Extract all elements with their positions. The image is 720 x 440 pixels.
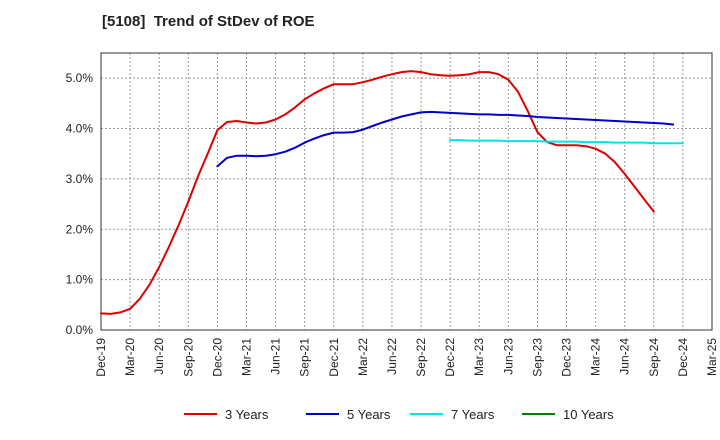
x-tick-label: Dec-20 [210, 338, 224, 377]
legend-label-2: 5 Years [347, 407, 391, 422]
axis-layer: Dec-19 Mar-20 Jun-20 Sep-20 Dec-20 Mar-21 Jun-… [66, 52, 719, 377]
x-tick-label: Sep-24 [647, 338, 661, 377]
x-tick-label: Mar-25 [705, 338, 719, 376]
y-tick-label: 2.0% [66, 222, 94, 236]
x-tick-label: Mar-20 [123, 338, 137, 376]
x-tick-label: Dec-23 [560, 338, 574, 377]
x-tick-label: Sep-21 [298, 338, 312, 377]
x-tick-label: Jun-24 [618, 338, 632, 375]
chart-title: [5108] Trend of StDev of ROE [102, 13, 315, 30]
plot-border [100, 52, 713, 331]
x-tick-label: Jun-23 [501, 338, 515, 375]
x-tick-label: Sep-20 [181, 338, 195, 377]
y-tick-label: 0.0% [66, 323, 94, 337]
x-tick-label: Dec-19 [94, 338, 108, 377]
x-tick-label: Dec-22 [443, 338, 457, 377]
legend-label-3: 7 Years [451, 407, 495, 422]
x-tick-label: Mar-24 [589, 338, 603, 376]
x-tick-label: Mar-23 [472, 338, 486, 376]
x-tick-label: Sep-22 [414, 338, 428, 377]
series-line-3 [449, 139, 684, 145]
legend-label-1: 3 Years [225, 407, 269, 422]
x-tick-label: Sep-23 [530, 338, 544, 377]
x-tick-label: Jun-21 [269, 338, 283, 375]
legend-label-4: 10 Years [563, 407, 614, 422]
series-line-1 [100, 70, 655, 315]
x-tick-label: Jun-20 [152, 338, 166, 375]
y-tick-label: 5.0% [66, 71, 94, 85]
x-tick-label: Mar-21 [239, 338, 253, 376]
y-tick-label: 3.0% [66, 172, 94, 186]
y-tick-label: 4.0% [66, 122, 94, 136]
series-line-2 [216, 110, 675, 168]
x-tick-label: Dec-21 [327, 338, 341, 377]
x-tick-label: Mar-22 [356, 338, 370, 376]
x-tick-label: Jun-22 [385, 338, 399, 375]
legend: 3 Years 5 Years 7 Years 10 Years [184, 407, 614, 422]
x-tick-label: Dec-24 [676, 338, 690, 377]
plot-area [101, 53, 712, 330]
series-layer [100, 70, 684, 315]
y-tick-label: 1.0% [66, 273, 94, 287]
